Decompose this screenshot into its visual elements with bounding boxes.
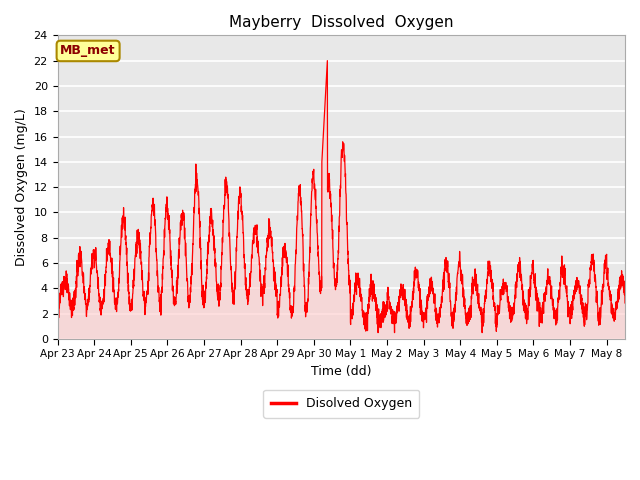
- Y-axis label: Dissolved Oxygen (mg/L): Dissolved Oxygen (mg/L): [15, 108, 28, 266]
- Legend: Disolved Oxygen: Disolved Oxygen: [263, 390, 419, 418]
- Title: Mayberry  Dissolved  Oxygen: Mayberry Dissolved Oxygen: [229, 15, 454, 30]
- Text: MB_met: MB_met: [60, 45, 116, 58]
- X-axis label: Time (dd): Time (dd): [311, 365, 371, 378]
